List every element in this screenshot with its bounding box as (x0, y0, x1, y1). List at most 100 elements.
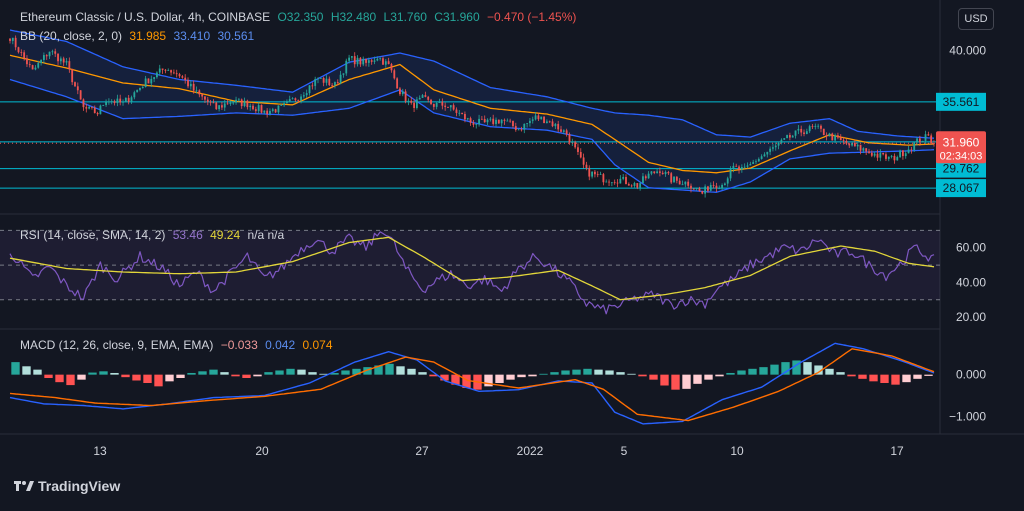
candle-body (311, 85, 314, 87)
level-badge (936, 179, 986, 198)
candle-body (808, 126, 811, 132)
candle-body (249, 105, 252, 108)
candle-body (506, 120, 509, 122)
macd-legend[interactable]: MACD (12, 26, close, 9, EMA, EMA) −0.033… (20, 338, 337, 352)
candle-body (837, 135, 839, 138)
candle-body (291, 98, 294, 100)
macd-histogram-bar (484, 374, 493, 387)
candle-body (596, 174, 599, 176)
candle-body (57, 53, 59, 62)
candle-body (526, 123, 529, 124)
candle-body (441, 101, 444, 106)
candle-body (107, 101, 110, 103)
rsi-legend[interactable]: RSI (14, close, SMA, 14, 2) 53.46 49.24 … (20, 228, 288, 242)
candle-body (690, 185, 692, 189)
candle-body (921, 140, 924, 143)
candle-body (350, 56, 353, 58)
time-axis-label: 27 (415, 444, 429, 458)
bb-legend[interactable]: BB (20, close, 2, 0) 31.985 33.410 30.56… (20, 29, 258, 43)
candle-body (879, 152, 882, 158)
candle-body (206, 99, 209, 102)
candle-body (715, 185, 718, 189)
candle-body (616, 182, 619, 184)
candle-body (235, 99, 237, 103)
candle-body (845, 140, 848, 144)
macd-histogram-bar (341, 370, 350, 375)
candle-body (415, 99, 418, 108)
candle-body (608, 181, 610, 183)
macd-histogram-bar (825, 368, 834, 375)
candle-body (681, 184, 684, 186)
candle-body (356, 57, 359, 65)
macd-histogram-bar (352, 368, 361, 375)
macd-histogram-bar (22, 366, 31, 375)
candle-body (286, 101, 288, 104)
candle-body (743, 166, 746, 168)
candle-body (786, 135, 788, 139)
macd-axis-label: 0.000 (956, 368, 986, 382)
candle-body (893, 155, 896, 161)
rsi-extra-values: n/a n/a (247, 228, 285, 242)
candle-body (675, 176, 678, 181)
macd-histogram-bar (451, 374, 460, 385)
tradingview-logo[interactable]: TradingView (14, 478, 120, 494)
bar-countdown-label: 02:34:03 (940, 150, 983, 162)
candle-body (772, 147, 774, 149)
candle-body (342, 73, 345, 75)
candle-body (302, 95, 305, 97)
candle-body (348, 57, 350, 61)
macd-histogram-bar (253, 374, 262, 377)
bb-band-fill (10, 30, 934, 193)
candle-body (783, 138, 786, 140)
candle-body (328, 78, 331, 86)
candle-body (636, 183, 639, 188)
macd-histogram-bar (154, 374, 163, 387)
macd-histogram-bar (583, 368, 592, 375)
currency-button[interactable]: USD (958, 8, 994, 30)
candle-body (252, 105, 254, 110)
candle-body (42, 55, 45, 60)
candle-body (229, 102, 232, 104)
candle-body (458, 112, 461, 114)
candle-body (266, 110, 269, 115)
macd-histogram-bar (891, 374, 900, 385)
candle-body (339, 74, 342, 84)
candle-body (223, 103, 226, 108)
candle-body (218, 105, 221, 110)
time-axis-label: 10 (730, 444, 744, 458)
candle-body (729, 168, 732, 179)
last-price-badge (936, 131, 986, 164)
candle-body (447, 106, 449, 108)
macd-histogram-bar (836, 372, 845, 375)
bb-lower-value: 30.561 (217, 29, 255, 43)
bb-basis-line (9, 54, 935, 174)
macd-histogram-bar (176, 374, 185, 378)
candle-body (54, 51, 57, 54)
candle-body (709, 184, 712, 191)
bb-upper-line (9, 29, 935, 139)
candle-body (548, 121, 551, 123)
candle-body (221, 105, 223, 108)
candle-body (158, 68, 161, 73)
macd-histogram-bar (561, 370, 570, 375)
candle-body (568, 134, 571, 143)
candle-body (435, 103, 438, 107)
macd-histogram-bar (198, 371, 207, 375)
candle-body (780, 139, 783, 143)
macd-histogram-bar (297, 369, 306, 375)
macd-histogram-bar (308, 372, 317, 375)
macd-histogram-bar (165, 374, 174, 382)
candle-body (331, 85, 334, 86)
candle-body (670, 173, 673, 183)
candle-body (650, 171, 653, 174)
candle-body (317, 78, 319, 80)
macd-histogram-bar (715, 374, 724, 377)
macd-histogram-bar (869, 374, 878, 382)
candle-body (373, 60, 376, 62)
candle-body (791, 135, 794, 138)
bb-legend-label: BB (20, close, 2, 0) (20, 29, 123, 43)
candle-body (916, 138, 918, 143)
macd-histogram-bar (506, 374, 515, 380)
